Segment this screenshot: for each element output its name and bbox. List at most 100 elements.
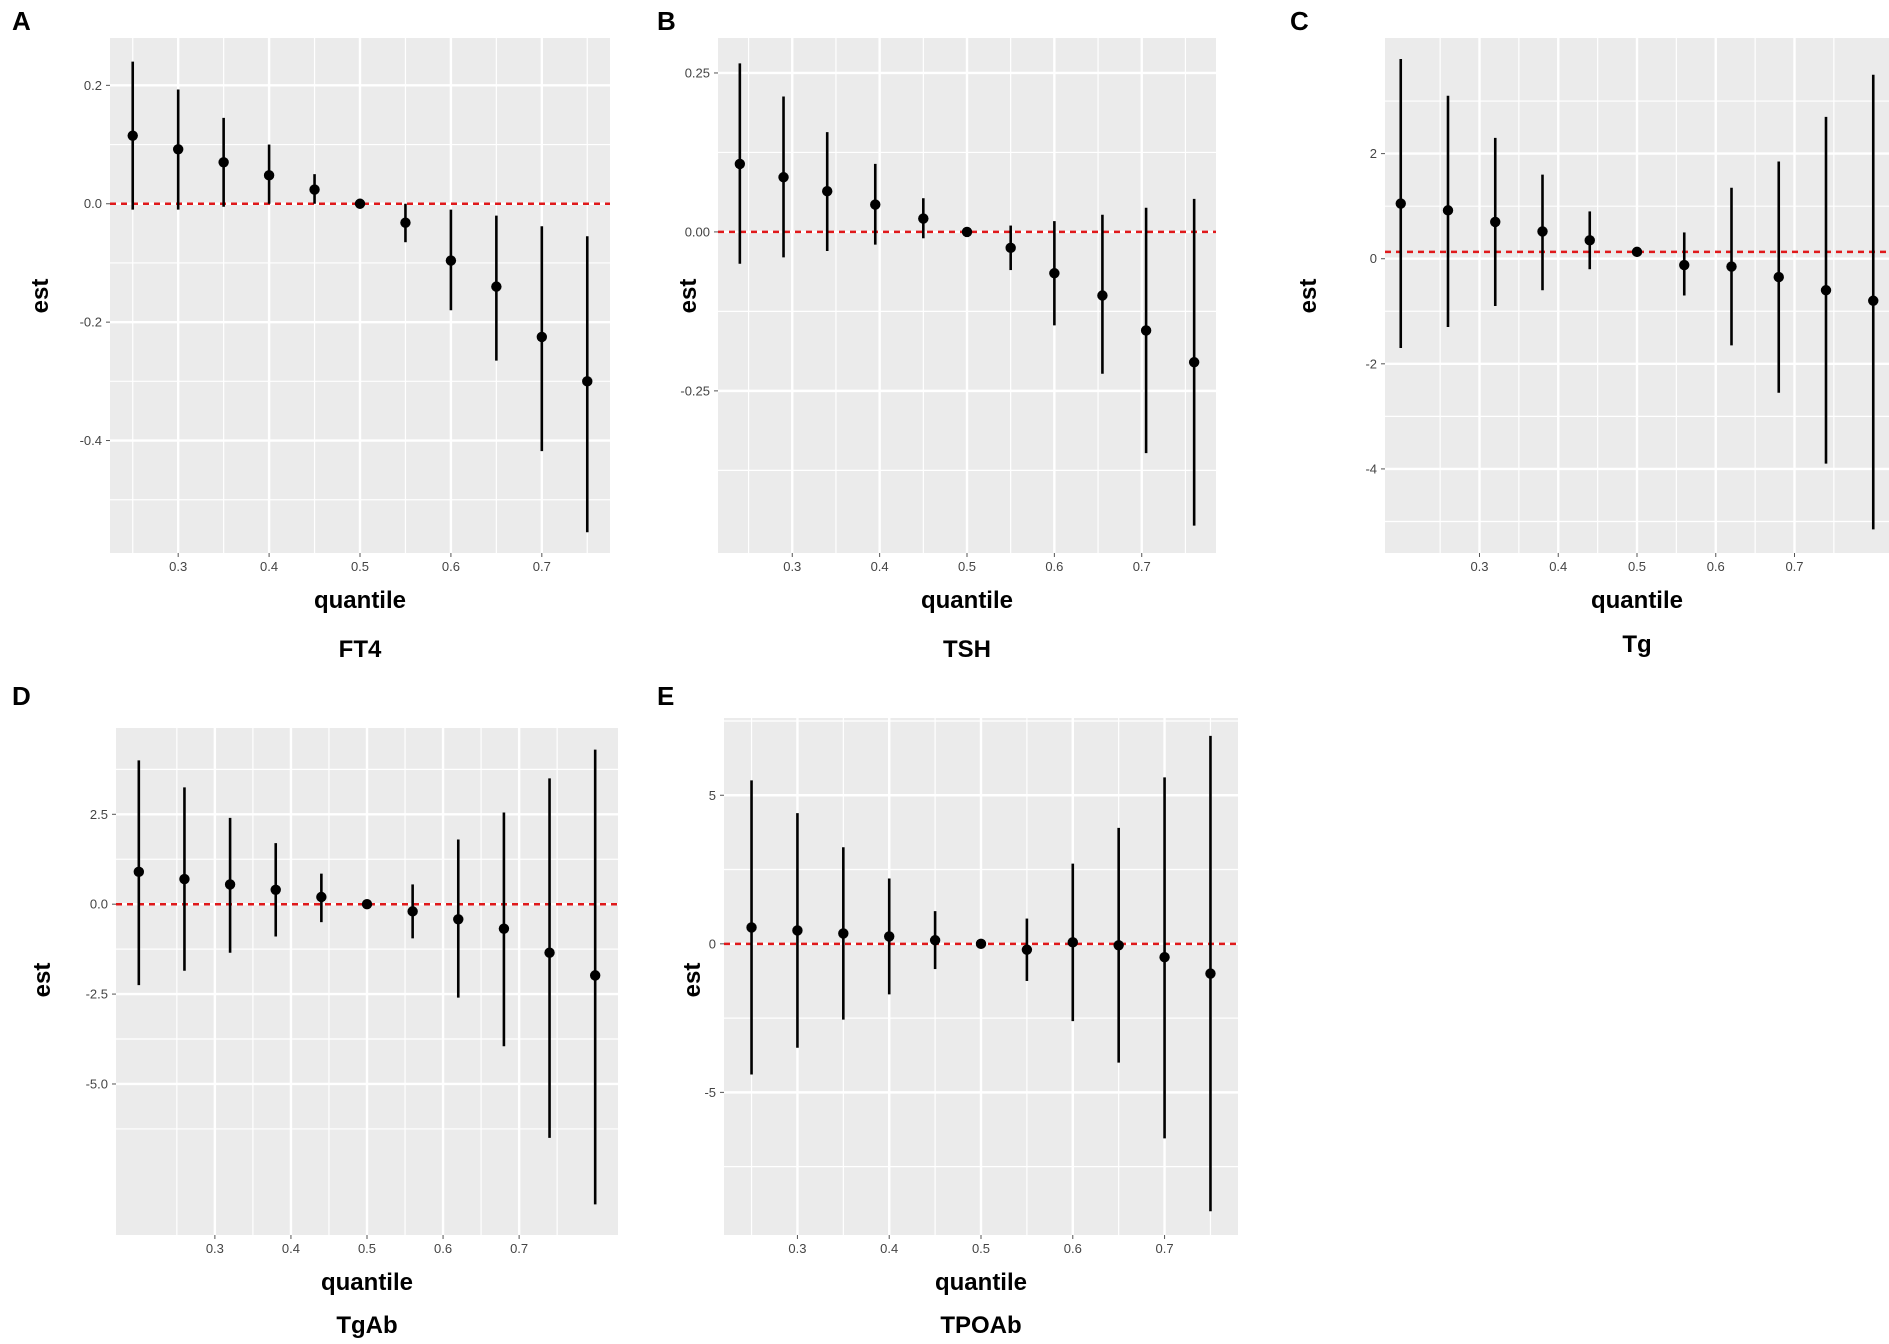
x-tick-label: 0.4 [282, 1241, 300, 1256]
x-axis-title: quantile [921, 587, 1013, 614]
estimate-point [792, 925, 803, 936]
estimate-point [1021, 944, 1033, 955]
estimate-point [1773, 271, 1784, 283]
x-tick-label: 0.6 [1064, 1241, 1082, 1256]
estimate-point [746, 922, 757, 933]
y-tick-label: 2.5 [90, 807, 108, 822]
x-tick-label: 0.4 [260, 559, 278, 574]
estimate-point [133, 866, 145, 878]
estimate-point [975, 938, 987, 950]
estimate-point [498, 923, 510, 934]
estimate-point [1584, 235, 1595, 246]
x-tick-label: 0.6 [1707, 559, 1725, 574]
x-tick-label: 0.7 [1156, 1241, 1174, 1256]
estimate-point [961, 226, 973, 238]
y-tick-label: 2 [1370, 146, 1377, 161]
x-tick-label: 0.7 [1133, 559, 1151, 574]
x-tick-label: 0.7 [510, 1241, 528, 1256]
estimate-point [838, 928, 849, 939]
estimate-point [361, 898, 373, 910]
estimate-point [309, 184, 320, 195]
panel-title: Tg [1622, 631, 1651, 658]
y-axis-title: est [1295, 279, 1322, 314]
estimate-point [544, 947, 555, 958]
x-tick-label: 0.5 [958, 559, 976, 574]
y-tick-label: -0.4 [80, 433, 102, 448]
estimate-point [822, 186, 833, 197]
x-tick-label: 0.4 [1549, 559, 1567, 574]
panel-title: TPOAb [940, 1312, 1021, 1339]
x-axis-title: quantile [1591, 587, 1683, 614]
y-tick-label: 0 [1370, 251, 1377, 266]
estimate-point [354, 198, 366, 209]
y-axis-title: est [27, 279, 54, 314]
estimate-point [1442, 205, 1454, 216]
x-tick-label: 0.5 [351, 559, 369, 574]
estimate-point [884, 931, 895, 942]
x-tick-label: 0.3 [1470, 559, 1488, 574]
y-tick-label: -5.0 [86, 1076, 108, 1091]
estimate-point [453, 914, 464, 925]
y-tick-label: -5 [704, 1085, 716, 1100]
estimate-point [1631, 246, 1643, 258]
y-tick-label: 0.0 [90, 897, 108, 912]
y-tick-label: 0.00 [685, 224, 710, 239]
estimate-point [929, 935, 941, 946]
estimate-point [1726, 261, 1737, 272]
estimate-point [224, 879, 236, 890]
panel-label: D [12, 681, 31, 711]
y-tick-label: -4 [1365, 461, 1377, 476]
estimate-point [1113, 940, 1124, 951]
y-tick-label: 5 [709, 788, 716, 803]
y-tick-label: -0.2 [80, 315, 102, 330]
x-tick-label: 0.3 [788, 1241, 806, 1256]
panel-label: C [1290, 6, 1309, 36]
y-axis-title: est [675, 279, 702, 314]
y-tick-label: -2.5 [86, 987, 108, 1002]
estimate-point [870, 199, 881, 210]
x-tick-label: 0.5 [358, 1241, 376, 1256]
estimate-point [1820, 285, 1832, 296]
y-tick-label: -0.25 [680, 383, 710, 398]
x-tick-label: 0.6 [1045, 559, 1063, 574]
x-tick-label: 0.5 [972, 1241, 990, 1256]
estimate-point [778, 172, 789, 183]
panel-label: E [657, 681, 674, 711]
x-tick-label: 0.5 [1628, 559, 1646, 574]
x-tick-label: 0.7 [1785, 559, 1803, 574]
estimate-point [1188, 357, 1200, 368]
estimate-point [536, 331, 548, 343]
estimate-point [1490, 216, 1501, 228]
y-axis-title: est [29, 963, 56, 998]
estimate-point [918, 213, 929, 224]
panel-label: B [657, 6, 676, 36]
estimate-point [1140, 325, 1152, 336]
estimate-point [1159, 951, 1170, 963]
panel-label: A [12, 6, 31, 36]
x-tick-label: 0.7 [533, 559, 551, 574]
panel-title: TSH [943, 636, 991, 663]
estimate-point [1205, 968, 1216, 979]
x-tick-label: 0.3 [783, 559, 801, 574]
estimate-point [172, 144, 184, 155]
estimate-point [1395, 198, 1406, 209]
panel-title: FT4 [339, 636, 382, 663]
estimate-point [1097, 290, 1108, 301]
y-tick-label: 0.0 [84, 196, 102, 211]
x-tick-label: 0.3 [169, 559, 187, 574]
estimate-point [445, 255, 457, 266]
y-axis-title: est [679, 963, 706, 998]
x-axis-title: quantile [935, 1269, 1027, 1296]
estimate-point [734, 158, 746, 170]
y-tick-label: 0.2 [84, 78, 102, 93]
estimate-point [407, 906, 418, 917]
x-tick-label: 0.4 [871, 559, 889, 574]
estimate-point [263, 170, 275, 181]
y-tick-label: 0 [709, 936, 716, 951]
estimate-point [316, 891, 327, 903]
estimate-point [491, 281, 502, 292]
panel-title: TgAb [336, 1312, 397, 1339]
